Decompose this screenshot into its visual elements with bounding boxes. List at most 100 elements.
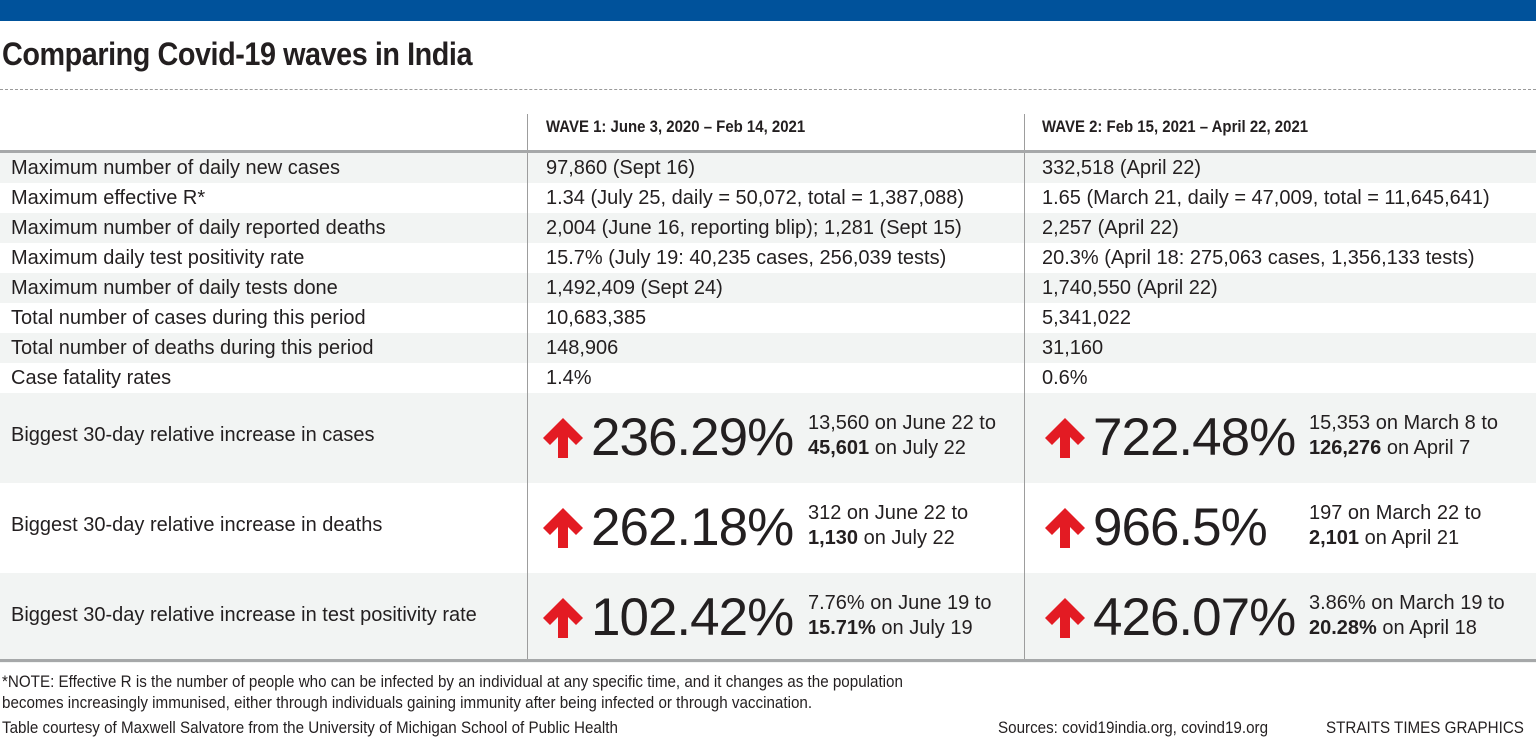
wave2-value: 1,740,550 (April 22) xyxy=(1042,277,1218,299)
row-label: Maximum effective R* xyxy=(11,187,206,209)
up-arrow-icon xyxy=(1043,596,1087,640)
wave2-percent: 966.5% xyxy=(1093,498,1268,557)
page-title: Comparing Covid-19 waves in India xyxy=(2,36,473,72)
wave2-to-date: on April 7 xyxy=(1381,437,1471,459)
wave2-to-text: 20.28% on April 18 xyxy=(1309,616,1505,641)
wave2-increase: 426.07% xyxy=(1043,588,1296,647)
row-label: Case fatality rates xyxy=(11,367,172,389)
row-label: Maximum number of daily reported deaths xyxy=(11,217,386,239)
wave1-to-date: on July 22 xyxy=(869,437,966,459)
top-banner-bar xyxy=(0,0,1536,21)
header-wave2: WAVE 2: Feb 15, 2021 – April 22, 2021 xyxy=(1042,117,1309,136)
wave1-to-date: on July 22 xyxy=(858,527,955,549)
wave2-percent: 426.07% xyxy=(1093,588,1296,647)
wave2-from-text: 3.86% on March 19 to xyxy=(1309,592,1505,614)
wave1-detail: 312 on June 22 to 1,130 on July 22 xyxy=(808,501,968,551)
column-divider-wave1 xyxy=(527,114,528,662)
table-row: Total number of cases during this period… xyxy=(0,303,1536,333)
header-wave1: WAVE 1: June 3, 2020 – Feb 14, 2021 xyxy=(546,117,806,136)
wave2-value: 332,518 (April 22) xyxy=(1042,157,1201,179)
column-divider-wave2 xyxy=(1024,114,1025,662)
wave1-increase: 102.42% xyxy=(541,588,794,647)
dashed-divider xyxy=(0,89,1536,90)
header-rule xyxy=(0,150,1536,153)
wave1-to-text: 1,130 on July 22 xyxy=(808,526,968,551)
wave2-value: 2,257 (April 22) xyxy=(1042,217,1179,239)
footnote-line-1: *NOTE: Effective R is the number of peop… xyxy=(2,673,903,691)
row-label: Biggest 30-day relative increase in test… xyxy=(11,604,477,626)
wave2-to-value: 20.28% xyxy=(1309,617,1377,639)
wave1-increase: 236.29% xyxy=(541,408,794,467)
wave2-to-value: 2,101 xyxy=(1309,527,1360,549)
up-arrow-icon xyxy=(541,506,585,550)
wave2-to-date: on April 21 xyxy=(1359,527,1460,549)
wave2-increase: 966.5% xyxy=(1043,498,1268,557)
wave2-detail: 3.86% on March 19 to 20.28% on April 18 xyxy=(1309,591,1505,641)
footnote-line-2: becomes increasingly immunised, either t… xyxy=(2,694,813,712)
up-arrow-icon xyxy=(541,416,585,460)
table-row: Maximum number of daily new cases 97,860 … xyxy=(0,153,1536,183)
wave2-from-text: 15,353 on March 8 to xyxy=(1309,412,1499,434)
row-label: Maximum number of daily tests done xyxy=(11,277,338,299)
up-arrow-icon xyxy=(1043,416,1087,460)
row-label: Maximum daily test positivity rate xyxy=(11,247,305,269)
wave1-to-value: 15.71% xyxy=(808,617,876,639)
wave1-detail: 7.76% on June 19 to 15.71% on July 19 xyxy=(808,591,991,641)
row-label: Total number of cases during this period xyxy=(11,307,366,329)
sources-text: Sources: covid19india.org, covind19.org xyxy=(998,719,1269,737)
wave1-detail: 13,560 on June 22 to 45,601 on July 22 xyxy=(808,411,996,461)
wave2-value: 1.65 (March 21, daily = 47,009, total = … xyxy=(1042,187,1490,209)
table-row: Total number of deaths during this perio… xyxy=(0,333,1536,363)
wave1-value: 15.7% (July 19: 40,235 cases, 256,039 te… xyxy=(546,247,947,269)
wave1-to-text: 15.71% on July 19 xyxy=(808,616,991,641)
wave2-percent: 722.48% xyxy=(1093,408,1296,467)
wave1-percent: 262.18% xyxy=(591,498,794,557)
bottom-rule xyxy=(0,659,1536,662)
wave2-detail: 15,353 on March 8 to 126,276 on April 7 xyxy=(1309,411,1498,461)
wave2-value: 20.3% (April 18: 275,063 cases, 1,356,13… xyxy=(1042,247,1475,269)
wave1-to-date: on July 19 xyxy=(875,617,973,639)
wave2-value: 31,160 xyxy=(1042,337,1104,359)
wave2-detail: 197 on March 22 to 2,101 on April 21 xyxy=(1309,501,1481,551)
wave1-percent: 102.42% xyxy=(591,588,794,647)
wave1-from-text: 7.76% on June 19 to xyxy=(808,592,992,614)
row-label: Biggest 30-day relative increase in deat… xyxy=(11,514,383,536)
credit-text: STRAITS TIMES GRAPHICS xyxy=(1326,719,1524,737)
wave2-to-value: 126,276 xyxy=(1309,437,1382,459)
wave2-value: 5,341,022 xyxy=(1042,307,1131,329)
up-arrow-icon xyxy=(541,596,585,640)
wave1-increase: 262.18% xyxy=(541,498,794,557)
table-row: Maximum daily test positivity rate 15.7% … xyxy=(0,243,1536,273)
courtesy-text: Table courtesy of Maxwell Salvatore from… xyxy=(2,719,618,737)
increase-row: Biggest 30-day relative increase in deat… xyxy=(0,483,1536,573)
wave2-to-date: on April 18 xyxy=(1376,617,1477,639)
wave2-from-text: 197 on March 22 to xyxy=(1309,502,1482,524)
table-row: Case fatality rates 1.4% 0.6% xyxy=(0,363,1536,393)
wave2-to-text: 126,276 on April 7 xyxy=(1309,436,1498,461)
wave1-value: 1,492,409 (Sept 24) xyxy=(546,277,723,299)
wave1-to-value: 1,130 xyxy=(808,527,859,549)
wave1-to-text: 45,601 on July 22 xyxy=(808,436,996,461)
wave2-to-text: 2,101 on April 21 xyxy=(1309,526,1481,551)
wave2-value: 0.6% xyxy=(1042,367,1088,389)
row-label: Maximum number of daily new cases xyxy=(11,157,341,179)
wave1-value: 1.34 (July 25, daily = 50,072, total = 1… xyxy=(546,187,965,209)
wave2-increase: 722.48% xyxy=(1043,408,1296,467)
row-label: Total number of deaths during this perio… xyxy=(11,337,374,359)
table-row: Maximum number of daily tests done 1,492,… xyxy=(0,273,1536,303)
increase-row: Biggest 30-day relative increase in case… xyxy=(0,393,1536,483)
wave1-percent: 236.29% xyxy=(591,408,794,467)
wave1-value: 97,860 (Sept 16) xyxy=(546,157,695,179)
wave1-value: 148,906 xyxy=(546,337,619,359)
wave1-from-text: 312 on June 22 to xyxy=(808,502,969,524)
up-arrow-icon xyxy=(1043,506,1087,550)
wave1-to-value: 45,601 xyxy=(808,437,870,459)
table-row: Maximum number of daily reported deaths 2… xyxy=(0,213,1536,243)
wave1-value: 2,004 (June 16, reporting blip); 1,281 (… xyxy=(546,217,962,239)
wave1-from-text: 13,560 on June 22 to xyxy=(808,412,996,434)
table-row: Maximum effective R* 1.34 (July 25, daily… xyxy=(0,183,1536,213)
wave1-value: 10,683,385 xyxy=(546,307,647,329)
row-label: Biggest 30-day relative increase in case… xyxy=(11,424,375,446)
wave1-value: 1.4% xyxy=(546,367,592,389)
increase-row: Biggest 30-day relative increase in test… xyxy=(0,573,1536,663)
